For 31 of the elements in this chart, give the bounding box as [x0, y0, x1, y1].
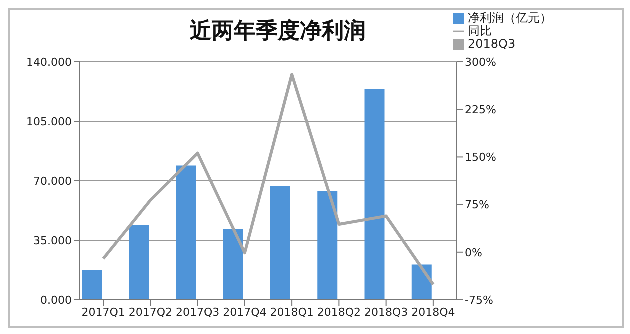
x-tick-label: 2018Q1: [270, 306, 314, 319]
y-tick-label: 140.000: [26, 56, 72, 69]
y2-tick-label: 150%: [465, 151, 496, 164]
y2-tick-label: 300%: [465, 56, 496, 69]
legend-label: 净利润（亿元）: [468, 11, 552, 25]
y2-tick-label: -75%: [465, 294, 494, 307]
x-tick-label: 2018Q3: [364, 306, 408, 319]
y-tick-label: 105.000: [26, 115, 72, 128]
y-tick-label: 70.000: [34, 174, 72, 188]
bar: [364, 89, 385, 300]
bar: [270, 186, 290, 300]
y2-tick-label: 0%: [465, 246, 482, 260]
y-tick-label: 0.000: [40, 294, 72, 307]
y-tick-label: 35.000: [34, 234, 72, 248]
x-tick-label: 2017Q1: [82, 306, 126, 319]
x-tick-label: 2017Q4: [223, 306, 267, 319]
line-series: [102, 73, 435, 286]
bar: [129, 225, 150, 300]
y2-tick-label: 75%: [465, 198, 490, 212]
chart-title: 近两年季度净利润: [190, 18, 366, 46]
x-tick-label: 2018Q2: [317, 306, 362, 319]
y2-tick-label: 225%: [465, 104, 496, 117]
x-tick-label: 2017Q3: [176, 306, 220, 319]
bar: [176, 166, 196, 300]
legend-label: 2018Q3: [468, 37, 516, 51]
bar: [82, 270, 102, 300]
legend-label: 同比: [468, 24, 492, 38]
x-tick-label: 2017Q2: [128, 306, 173, 319]
x-tick-label: 2018Q4: [412, 306, 456, 319]
bar: [318, 191, 338, 300]
bar: [223, 229, 244, 300]
